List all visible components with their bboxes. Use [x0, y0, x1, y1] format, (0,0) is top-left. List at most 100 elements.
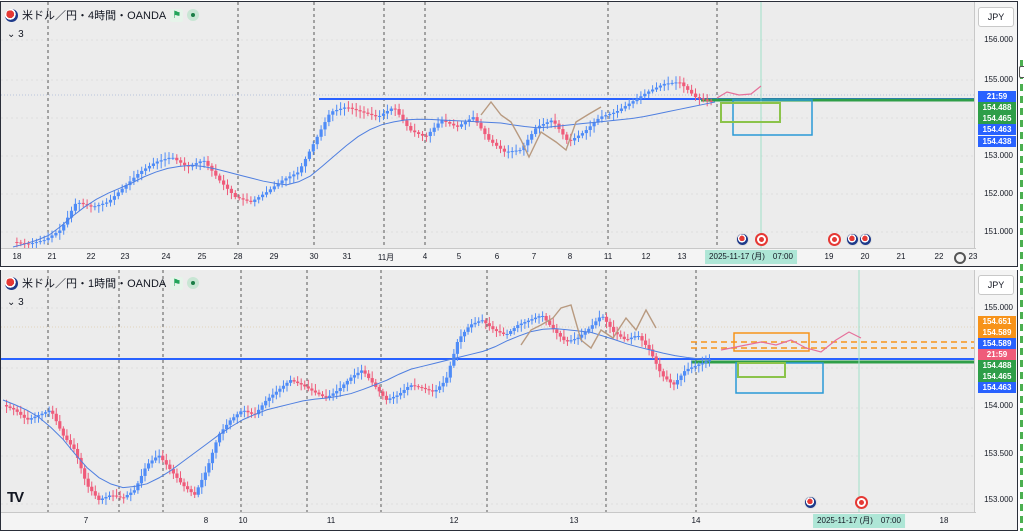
symbol-title[interactable]: 米ドル／円・4時間・OANDA [22, 10, 167, 22]
price-candle [167, 157, 171, 160]
price-candle [150, 460, 154, 464]
scroll-handle[interactable] [1019, 66, 1024, 78]
price-candle [406, 387, 410, 390]
price-candle [232, 417, 236, 421]
jp-flag-icon[interactable] [828, 233, 841, 246]
price-axis-4h[interactable]: JPY 156.000155.000154.000153.000152.0001… [974, 2, 1017, 266]
time-tick-label: 11 [326, 516, 336, 525]
price-candle [596, 118, 600, 123]
price-candle [588, 126, 592, 130]
forecast-line [716, 85, 762, 99]
visibility-icon[interactable] [187, 277, 200, 289]
price-candle [623, 106, 627, 109]
price-axis-1h[interactable]: JPY 155.000154.500154.000153.500153.000 … [974, 270, 1017, 530]
visibility-icon[interactable] [187, 9, 200, 21]
time-tick-label: 30 [309, 252, 319, 261]
price-candle [218, 175, 222, 181]
price-candle [300, 166, 304, 173]
price-candle [693, 93, 698, 98]
price-candle [100, 498, 104, 500]
price-candle [362, 111, 366, 113]
plot-area-4h[interactable] [1, 2, 976, 266]
price-label-badge: 154.488 [978, 102, 1016, 113]
price-candle [473, 322, 477, 325]
price-candle [491, 326, 495, 330]
symbol-legend[interactable]: 米ドル／円・1時間・OANDA ⚑ [5, 275, 200, 291]
price-candle [81, 202, 85, 205]
price-candle [601, 316, 605, 318]
currency-button[interactable]: JPY [978, 7, 1014, 27]
time-tick-label: 13 [677, 252, 687, 261]
price-candle [370, 113, 374, 116]
us-flag-icon[interactable] [804, 496, 817, 509]
plot-area-1h[interactable] [1, 270, 976, 530]
price-candle [72, 444, 76, 449]
price-candle [661, 371, 665, 377]
price-candle [274, 391, 278, 395]
price-candle [647, 344, 651, 350]
price-candle [346, 107, 350, 109]
price-candle [101, 203, 105, 205]
price-candle [65, 435, 69, 441]
us-flag-icon[interactable] [846, 233, 859, 246]
price-candle [120, 188, 124, 193]
symbol-legend[interactable]: 米ドル／円・4時間・OANDA ⚑ [5, 7, 200, 23]
symbol-title[interactable]: 米ドル／円・1時間・OANDA [22, 278, 167, 290]
price-candle [111, 495, 115, 497]
price-candle [132, 177, 136, 182]
price-candle [44, 412, 48, 414]
price-candle [417, 132, 421, 134]
price-candle [366, 112, 370, 114]
price-candle [487, 134, 491, 140]
price-candle [196, 487, 200, 495]
green-dashed-guide [1020, 60, 1023, 531]
us-flag-icon[interactable] [859, 233, 872, 246]
price-candle [608, 321, 612, 327]
price-candle [683, 371, 687, 376]
price-candle [261, 194, 265, 198]
indicator-collapse[interactable]: ⌄ 3 [7, 297, 24, 308]
price-candle [198, 161, 202, 164]
chart-pane-4h[interactable]: 米ドル／円・4時間・OANDA ⚑ ⌄ 3 JPY 156.000 155.000… [0, 1, 1018, 267]
price-candle [541, 123, 545, 126]
price-candle [587, 328, 591, 332]
us-flag-icon[interactable] [736, 233, 749, 246]
chart-pane-1h[interactable]: 米ドル／円・1時間・OANDA ⚑ ⌄ 3 JPY 155.000154.500… [0, 270, 1018, 531]
price-candle [97, 204, 101, 207]
price-candle [583, 331, 587, 335]
indicator-collapse[interactable]: ⌄ 3 [7, 29, 24, 40]
price-candle [704, 361, 708, 363]
time-tick-label: 18 [12, 252, 22, 261]
price-candle [285, 382, 289, 386]
tradingview-logo[interactable]: TV [7, 489, 24, 506]
price-candle [79, 457, 83, 469]
indicator-count: 3 [18, 297, 24, 308]
price-candle [229, 188, 233, 194]
price-candle [225, 184, 230, 189]
price-candle [159, 160, 163, 162]
price-candle [89, 205, 93, 207]
time-axis-1h[interactable]: 7 8 10 11 12 13 14 18 2025-11-17 (月) 07:00 [1, 512, 976, 530]
price-candle [622, 336, 626, 340]
price-candle [90, 486, 94, 492]
jp-flag-icon[interactable] [855, 496, 868, 509]
price-candle [310, 388, 314, 391]
price-candle [580, 133, 584, 136]
price-candle [299, 383, 303, 385]
price-candle [157, 455, 161, 458]
currency-button[interactable]: JPY [978, 275, 1014, 295]
price-candle [526, 320, 530, 323]
price-candle [580, 334, 584, 338]
price-candle [38, 241, 42, 243]
price-candle [467, 119, 471, 122]
price-candle [342, 384, 346, 389]
price-candle [416, 386, 420, 388]
settings-gear-icon[interactable] [954, 252, 966, 264]
crosshair-date-label: 2025-11-17 (月) 07:00 [705, 250, 797, 264]
time-axis-4h[interactable]: 18 21 22 23 24 25 28 29 30 31 11月 4 5 6 7 8 11 12 13 19 20 21… [1, 248, 977, 266]
jp-flag-icon[interactable] [755, 233, 768, 246]
price-candle [276, 183, 280, 187]
price-candle [626, 339, 630, 341]
price-candle [405, 120, 409, 127]
price-candle [428, 131, 432, 137]
